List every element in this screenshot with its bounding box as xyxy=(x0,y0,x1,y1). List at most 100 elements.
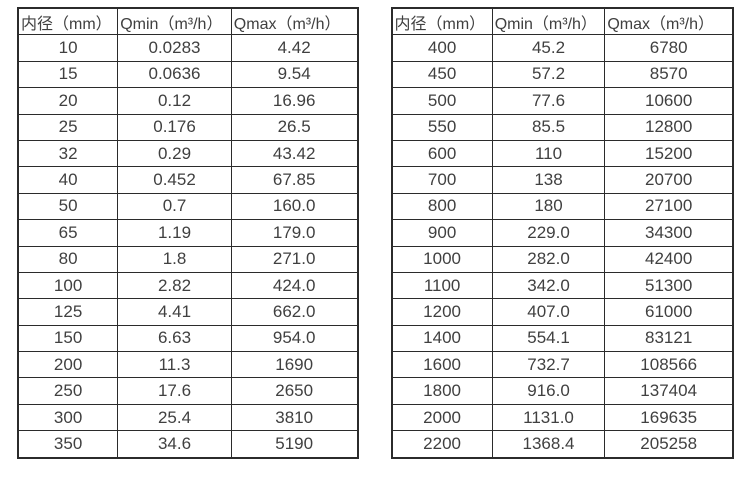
table-cell: 2650 xyxy=(230,377,359,405)
table-row: 500 77.6 10600 xyxy=(391,87,734,115)
table-cell: 9.54 xyxy=(230,60,359,89)
table-row: 700 138 20700 xyxy=(391,166,734,194)
table-cell: 160.0 xyxy=(230,192,359,221)
table-row: 50 0.7 160.0 xyxy=(17,192,359,221)
table-cell: 5190 xyxy=(230,430,359,459)
table-cell: 179.0 xyxy=(230,219,359,247)
table-cell: 1.8 xyxy=(117,245,232,273)
table-cell: 600 xyxy=(391,139,493,168)
table-cell: 700 xyxy=(391,166,493,194)
table-row: 15 0.0636 9.54 xyxy=(17,60,359,89)
table-row: 600 110 15200 xyxy=(391,139,734,168)
table-cell: 4.42 xyxy=(230,34,359,62)
table-cell: 16.96 xyxy=(230,87,359,115)
table-cell: 20 xyxy=(17,87,119,115)
table-row: 900 229.0 34300 xyxy=(391,219,734,247)
table-row: 400 45.2 6780 xyxy=(391,34,734,62)
table-row: 10 0.0283 4.42 xyxy=(17,34,359,62)
table-cell: 12800 xyxy=(604,113,734,141)
table-row: 800 180 27100 xyxy=(391,192,734,221)
table-cell: 57.2 xyxy=(491,60,606,89)
table-row: 2200 1368.4 205258 xyxy=(391,430,734,459)
table-cell: 11.3 xyxy=(117,351,232,379)
table-row: 65 1.19 179.0 xyxy=(17,219,359,247)
table-cell: 100 xyxy=(17,271,119,300)
table-cell: 34300 xyxy=(604,219,734,247)
table-cell: 205258 xyxy=(604,430,734,459)
table-cell: 2000 xyxy=(391,403,493,432)
table-cell: 32 xyxy=(17,139,119,168)
table-cell: 77.6 xyxy=(491,87,606,115)
table-cell: 15 xyxy=(17,60,119,89)
table-cell: 0.7 xyxy=(117,192,232,221)
table-cell: 0.176 xyxy=(117,113,232,141)
table-cell: 424.0 xyxy=(230,271,359,300)
table-cell: 50 xyxy=(17,192,119,221)
table-cell: 1100 xyxy=(391,271,493,300)
table-row: 350 34.6 5190 xyxy=(17,430,359,459)
table-cell: 15200 xyxy=(604,139,734,168)
table-cell: 0.0636 xyxy=(117,60,232,89)
header-qmin: Qmin（m³/h） xyxy=(491,7,606,36)
table-cell: 300 xyxy=(17,403,119,432)
table-cell: 1131.0 xyxy=(491,403,606,432)
table-cell: 27100 xyxy=(604,192,734,221)
table-row: 200 11.3 1690 xyxy=(17,351,359,379)
table-cell: 6780 xyxy=(604,34,734,62)
table-row: 80 1.8 271.0 xyxy=(17,245,359,273)
header-qmax: Qmax（m³/h） xyxy=(230,7,359,36)
table-cell: 732.7 xyxy=(491,351,606,379)
table-cell: 0.29 xyxy=(117,139,232,168)
table-cell: 800 xyxy=(391,192,493,221)
table-row: 1200 407.0 61000 xyxy=(391,298,734,326)
table-cell: 80 xyxy=(17,245,119,273)
table-cell: 2200 xyxy=(391,430,493,459)
table-row: 40 0.452 67.85 xyxy=(17,166,359,194)
table-cell: 43.42 xyxy=(230,139,359,168)
table-cell: 10600 xyxy=(604,87,734,115)
table-cell: 1200 xyxy=(391,298,493,326)
table-cell: 45.2 xyxy=(491,34,606,62)
table-row: 250 17.6 2650 xyxy=(17,377,359,405)
table-cell: 916.0 xyxy=(491,377,606,405)
table-cell: 550 xyxy=(391,113,493,141)
table-cell: 282.0 xyxy=(491,245,606,273)
table-header-row: 内径（mm） Qmin（m³/h） Qmax（m³/h） xyxy=(391,7,734,36)
table-cell: 407.0 xyxy=(491,298,606,326)
table-row: 1100 342.0 51300 xyxy=(391,271,734,300)
flow-table-left: 内径（mm） Qmin（m³/h） Qmax（m³/h） 10 0.0283 4.4… xyxy=(17,7,359,459)
table-row: 32 0.29 43.42 xyxy=(17,139,359,168)
table-cell: 6.63 xyxy=(117,324,232,353)
table-row: 300 25.4 3810 xyxy=(17,403,359,432)
table-cell: 250 xyxy=(17,377,119,405)
table-cell: 229.0 xyxy=(491,219,606,247)
table-cell: 200 xyxy=(17,351,119,379)
header-diameter: 内径（mm） xyxy=(17,7,119,36)
table-row: 100 2.82 424.0 xyxy=(17,271,359,300)
table-row: 1000 282.0 42400 xyxy=(391,245,734,273)
table-cell: 954.0 xyxy=(230,324,359,353)
table-cell: 0.452 xyxy=(117,166,232,194)
table-row: 20 0.12 16.96 xyxy=(17,87,359,115)
table-cell: 65 xyxy=(17,219,119,247)
table-cell: 900 xyxy=(391,219,493,247)
table-row: 150 6.63 954.0 xyxy=(17,324,359,353)
table-cell: 85.5 xyxy=(491,113,606,141)
table-cell: 350 xyxy=(17,430,119,459)
table-cell: 2.82 xyxy=(117,271,232,300)
table-cell: 20700 xyxy=(604,166,734,194)
table-row: 2000 1131.0 169635 xyxy=(391,403,734,432)
table-row: 25 0.176 26.5 xyxy=(17,113,359,141)
table-cell: 662.0 xyxy=(230,298,359,326)
table-cell: 17.6 xyxy=(117,377,232,405)
table-cell: 34.6 xyxy=(117,430,232,459)
table-cell: 1400 xyxy=(391,324,493,353)
table-row: 450 57.2 8570 xyxy=(391,60,734,89)
table-cell: 500 xyxy=(391,87,493,115)
table-cell: 342.0 xyxy=(491,271,606,300)
table-cell: 554.1 xyxy=(491,324,606,353)
header-qmin: Qmin（m³/h） xyxy=(117,7,232,36)
table-cell: 1600 xyxy=(391,351,493,379)
table-cell: 150 xyxy=(17,324,119,353)
